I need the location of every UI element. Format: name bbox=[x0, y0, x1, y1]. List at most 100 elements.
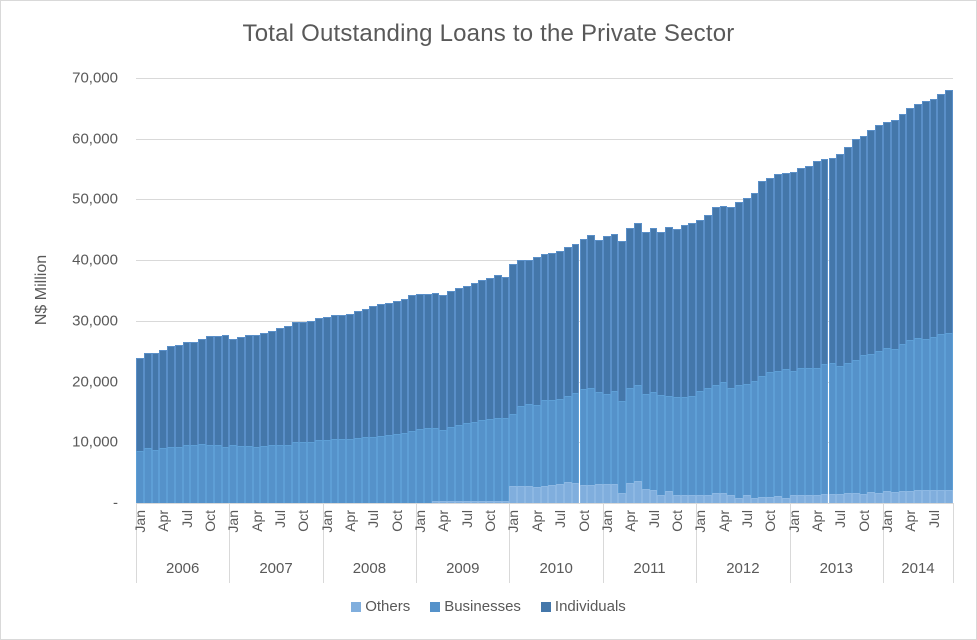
bar-segment-individuals bbox=[470, 282, 479, 423]
bar-segment-individuals bbox=[416, 294, 424, 429]
year-divider bbox=[322, 503, 324, 583]
bar-segment-businesses bbox=[789, 371, 798, 495]
bar-segment-individuals bbox=[276, 327, 284, 445]
bar-segment-businesses bbox=[805, 367, 813, 495]
bar-segment-individuals bbox=[213, 336, 222, 445]
bar-segment-businesses bbox=[851, 359, 860, 493]
bar-stack bbox=[182, 78, 191, 503]
bar-segment-others bbox=[517, 486, 526, 503]
bar-segment-others bbox=[875, 493, 883, 503]
year-divider bbox=[509, 503, 511, 583]
bar-segment-others bbox=[641, 489, 650, 503]
bar-segment-businesses bbox=[509, 413, 518, 486]
bar-segment-businesses bbox=[206, 444, 214, 503]
month-tick-label: Oct bbox=[575, 510, 592, 532]
bar-segment-individuals bbox=[727, 207, 736, 389]
bar-segment-others bbox=[633, 481, 642, 503]
bar-stack bbox=[322, 78, 331, 503]
bar-stack bbox=[618, 78, 627, 503]
bar-stack bbox=[392, 78, 401, 503]
gridline bbox=[136, 199, 953, 201]
bar-segment-individuals bbox=[898, 113, 907, 344]
x-axis-line bbox=[136, 503, 953, 504]
legend-label: Individuals bbox=[554, 598, 626, 615]
month-tick-label: Apr bbox=[622, 510, 639, 532]
bar-segment-businesses bbox=[283, 444, 292, 503]
bar-segment-businesses bbox=[781, 369, 790, 498]
chart-title: Total Outstanding Loans to the Private S… bbox=[242, 20, 735, 47]
bar-stack bbox=[136, 78, 144, 503]
bar-stack bbox=[882, 78, 891, 503]
bar-stack bbox=[314, 78, 323, 503]
bar-segment-individuals bbox=[221, 335, 230, 447]
bar-segment-businesses bbox=[322, 439, 331, 503]
month-tick-label: Oct bbox=[855, 510, 872, 532]
bar-stack bbox=[213, 78, 222, 503]
bar-segment-individuals bbox=[571, 244, 580, 394]
bar-segment-businesses bbox=[532, 404, 541, 488]
bar-segment-others bbox=[906, 491, 915, 503]
bar-segment-others bbox=[750, 497, 759, 503]
bar-segment-individuals bbox=[921, 101, 930, 340]
bar-segment-individuals bbox=[206, 336, 214, 445]
bar-segment-businesses bbox=[384, 435, 393, 503]
bar-stack bbox=[711, 78, 720, 503]
bar-segment-individuals bbox=[237, 336, 245, 446]
bar-stack bbox=[812, 78, 821, 503]
bar-segment-businesses bbox=[392, 434, 401, 503]
bar-segment-businesses bbox=[174, 446, 183, 503]
bar-segment-individuals bbox=[384, 302, 393, 435]
bar-stack bbox=[750, 78, 759, 503]
bar-stack bbox=[260, 78, 269, 503]
bar-segment-businesses bbox=[688, 395, 697, 495]
bar-segment-others bbox=[501, 500, 510, 503]
bar-segment-individuals bbox=[766, 178, 775, 373]
bar-segment-businesses bbox=[330, 438, 339, 503]
bar-segment-individuals bbox=[400, 299, 409, 433]
bar-segment-individuals bbox=[260, 333, 269, 446]
bar-segment-others bbox=[797, 494, 806, 503]
bar-segment-individuals bbox=[455, 288, 463, 426]
bar-segment-individuals bbox=[229, 339, 238, 445]
bar-segment-others bbox=[945, 489, 953, 503]
bar-segment-individuals bbox=[595, 240, 603, 392]
bar-segment-individuals bbox=[774, 173, 782, 372]
bar-stack bbox=[781, 78, 790, 503]
bar-segment-individuals bbox=[828, 158, 837, 364]
bar-segment-individuals bbox=[361, 309, 370, 438]
month-tick-label: Jan bbox=[598, 510, 615, 533]
month-tick-label: Jul bbox=[458, 510, 475, 528]
bar-stack bbox=[696, 78, 704, 503]
bar-stack bbox=[377, 78, 385, 503]
bar-segment-individuals bbox=[680, 224, 689, 398]
bar-segment-others bbox=[571, 482, 580, 503]
bar-segment-individuals bbox=[750, 192, 759, 381]
bar-segment-individuals bbox=[556, 251, 564, 399]
bar-segment-individuals bbox=[462, 286, 471, 424]
bar-segment-individuals bbox=[369, 306, 378, 437]
month-tick-label: Oct bbox=[762, 510, 779, 532]
bar-segment-businesses bbox=[190, 444, 199, 503]
bar-segment-businesses bbox=[641, 393, 650, 490]
month-tick-label: Jan bbox=[318, 510, 335, 533]
bar-segment-businesses bbox=[921, 339, 930, 491]
bar-stack bbox=[914, 78, 922, 503]
bar-segment-businesses bbox=[820, 363, 829, 494]
bar-segment-others bbox=[914, 490, 922, 503]
bar-segment-individuals bbox=[789, 172, 798, 372]
month-tick-label: Jul bbox=[178, 510, 195, 528]
bar-segment-businesses bbox=[914, 338, 922, 491]
bar-segment-individuals bbox=[346, 313, 354, 440]
bar-stack bbox=[548, 78, 557, 503]
year-label: 2008 bbox=[352, 560, 387, 577]
bar-segment-businesses bbox=[338, 439, 347, 503]
bar-segment-businesses bbox=[260, 445, 269, 503]
bar-segment-individuals bbox=[478, 280, 487, 421]
bar-segment-businesses bbox=[563, 395, 572, 482]
bar-segment-others bbox=[828, 493, 837, 503]
bar-segment-others bbox=[486, 500, 494, 503]
bar-stack bbox=[221, 78, 230, 503]
legend-swatch-icon bbox=[540, 601, 551, 612]
bar-stack bbox=[704, 78, 712, 503]
bar-segment-businesses bbox=[276, 444, 284, 503]
